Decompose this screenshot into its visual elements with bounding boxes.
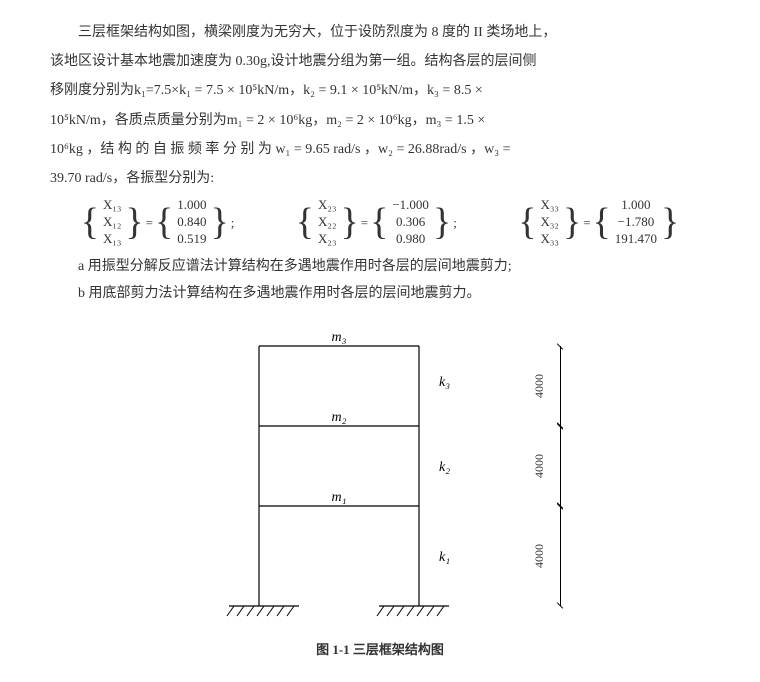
dimension-column: 4000 4000 4000 (529, 326, 562, 606)
label-k2: k₂ (439, 460, 450, 475)
tasks: a 用振型分解反应谱法计算结构在多遇地震作用时各层的层间地震剪力; b 用底部剪… (78, 254, 710, 306)
mode-3: { X₃₃ X₃₂ X₃₃ } = { 1.000 −1.780 191.470… (518, 197, 679, 248)
mode-shapes-row: { X₁₃ X₁₂ X₁₃ } = { 1.000 0.840 0.519 } … (50, 197, 710, 248)
frame-diagram: m₃ m₂ m₁ k₃ k₂ k₁ (199, 326, 499, 626)
problem-line-3: 移刚度分别为k₁=7.5×k₁ = 7.5 × 10⁵kN/m，k₂ = 9.1… (50, 78, 710, 103)
label-m2: m₂ (331, 410, 346, 425)
mode1-x1: X₁₃ (101, 197, 123, 214)
mode1-v1: 1.000 (175, 197, 208, 214)
problem-line-2: 该地区设计基本地震加速度为 0.30g,设计地震分组为第一组。结构各层的层间侧 (50, 49, 710, 74)
problem-line-5: 10⁶kg ，结 构 的 自 振 频 率 分 别 为 w₁ = 9.65 rad… (50, 137, 710, 162)
mode1-v2: 0.840 (175, 214, 208, 231)
problem-line-1: 三层框架结构如图，横梁刚度为无穷大，位于设防烈度为 8 度的 II 类场地上， (50, 20, 710, 45)
mode1-x2: X₁₂ (101, 214, 123, 231)
problem-line-4: 10⁵kN/m，各质点质量分别为m₁ = 2 × 10⁶kg，m₂ = 2 × … (50, 108, 710, 133)
task-b: b 用底部剪力法计算结构在多遇地震作用时各层的层间地震剪力。 (78, 281, 710, 306)
label-k3: k₃ (439, 375, 450, 390)
mode2-v2: 0.306 (390, 214, 431, 231)
mode2-x1: X₂₃ (316, 197, 338, 214)
mode3-x3: X₃₃ (538, 231, 560, 248)
problem-line-6: 39.70 rad/s，各振型分别为: (50, 166, 710, 191)
mode3-v2: −1.780 (613, 214, 659, 231)
mode2-x2: X₂₂ (316, 214, 338, 231)
mode3-v3: 191.470 (613, 231, 659, 248)
mode2-v3: 0.980 (390, 231, 431, 248)
mode-1: { X₁₃ X₁₂ X₁₃ } = { 1.000 0.840 0.519 } … (81, 197, 235, 248)
task-a: a 用振型分解反应谱法计算结构在多遇地震作用时各层的层间地震剪力; (78, 254, 710, 279)
mode3-v1: 1.000 (613, 197, 659, 214)
mode1-v3: 0.519 (175, 231, 208, 248)
dim-h2: 4000 (529, 454, 551, 478)
mode3-x2: X₃₂ (538, 214, 560, 231)
figure: m₃ m₂ m₁ k₃ k₂ k₁ 4000 4000 4000 图 1-1 三… (50, 326, 710, 661)
mode2-x3: X₂₃ (316, 231, 338, 248)
mode2-v1: −1.000 (390, 197, 431, 214)
mode1-x3: X₁₃ (101, 231, 123, 248)
label-k1: k₁ (439, 550, 450, 565)
mode3-x1: X₃₃ (538, 197, 560, 214)
label-m3: m₃ (331, 330, 346, 345)
figure-caption: 图 1-1 三层框架结构图 (316, 638, 444, 661)
dim-h1: 4000 (529, 544, 551, 568)
dim-h3: 4000 (529, 374, 551, 398)
mode-2: { X₂₃ X₂₂ X₂₃ } = { −1.000 0.306 0.980 }… (296, 197, 457, 248)
label-m1: m₁ (331, 490, 346, 505)
